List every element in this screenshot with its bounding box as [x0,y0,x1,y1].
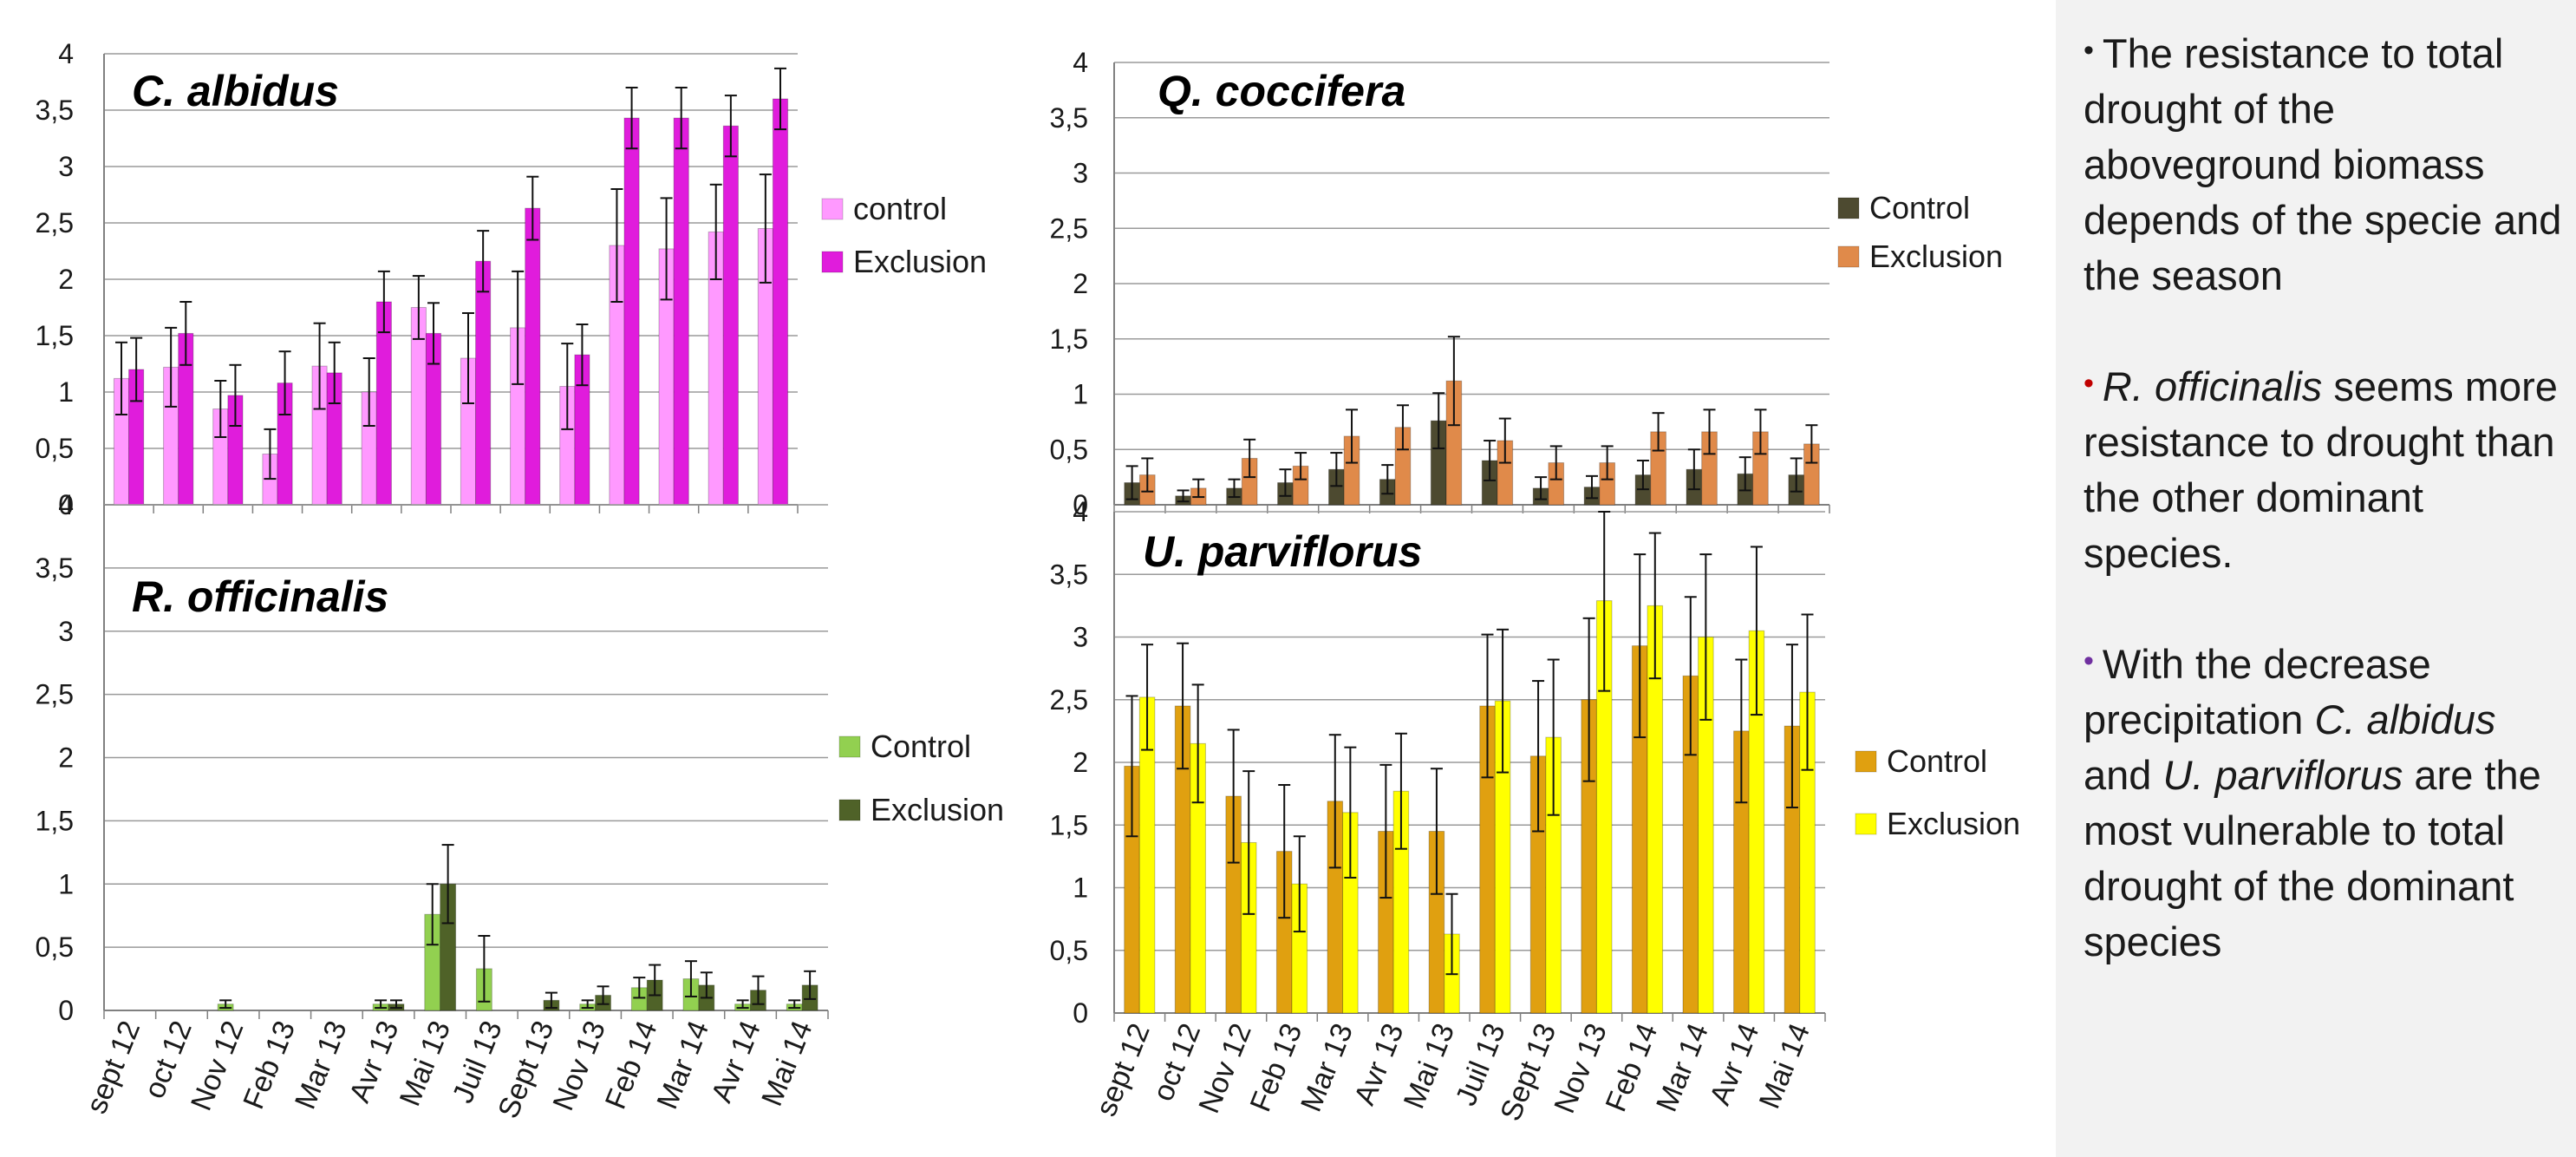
species-name: C. albidus [2314,696,2496,742]
y-tick-label: 1 [1073,379,1088,410]
bullet-text: With the decrease precipitation [2084,641,2431,742]
y-tick-label: 4 [1073,47,1088,78]
species-name: R. officinalis [2102,363,2323,409]
legend-swatch [838,799,861,821]
legend-label: Exclusion [853,244,987,279]
y-tick-label: 0 [58,995,74,1026]
y-tick-label: 0 [1073,997,1088,1029]
summary-panel: • The resistance to total drought of the … [2056,0,2576,1157]
bullet-text: seems more resistance to drought than th… [2084,363,2558,576]
summary-bullet-1: • The resistance to total drought of the … [2084,26,2569,304]
legend-swatch [1837,245,1860,268]
y-tick-label: 2 [1073,268,1088,299]
y-tick-label: 2 [1073,747,1088,778]
y-tick-label: 1,5 [1050,324,1088,355]
y-tick-label: 2,5 [36,679,74,710]
y-tick-label: 1,5 [1050,809,1088,840]
legend-label: Control [1887,743,1987,779]
y-tick-label: 3,5 [1050,102,1088,134]
y-tick-label: 1 [1073,873,1088,904]
y-tick-label: 3,5 [1050,559,1088,590]
legend-swatch [1837,197,1860,219]
legend-swatch [838,735,861,758]
y-tick-label: 3 [1073,158,1088,189]
bullet-dot-icon: • [2084,644,2094,677]
legend-label: control [853,191,947,226]
bullet-text: are the most vulnerable to total drought… [2084,752,2541,964]
bullet-dot-icon: • [2084,367,2094,400]
x-tick-label: sept 12 [1090,1019,1157,1121]
y-tick-label: 4 [58,38,74,69]
legend-label: Exclusion [1869,239,2003,274]
legend-label: Exclusion [871,792,1004,827]
chart-title: U. parviflorus [1143,527,1422,576]
y-tick-label: 0,5 [36,931,74,963]
y-tick-label: 2,5 [36,207,74,239]
chart-panel: 0 0,5 1 1,5 2 2,5 3 3,5 4 C. albidus control Exclus… [36,38,988,520]
bar [525,207,541,506]
y-tick-label: 3 [58,151,74,182]
legend-swatch [821,251,844,273]
chart-title: R. officinalis [132,572,388,621]
bar [673,117,689,506]
y-tick-label: 4 [1073,496,1088,527]
bullet-text: The resistance to total drought of the a… [2084,30,2562,298]
y-tick-label: 1 [58,376,74,408]
chart-title: C. albidus [132,67,339,115]
x-tick-label: sept 12 [80,1016,147,1119]
y-tick-label: 0,5 [1050,434,1088,465]
bar [475,260,492,506]
y-tick-label: 1,5 [36,320,74,351]
y-tick-label: 0 [1073,489,1088,520]
legend-label: Exclusion [1887,806,2020,841]
legend-swatch [1855,750,1877,773]
charts-area: 0 0,5 1 1,5 2 2,5 3 3,5 4 C. albidus control Exclus… [36,38,2021,1126]
y-tick-label: 3 [1073,622,1088,653]
y-tick-label: 0 [58,489,74,520]
chart-title: Q. coccifera [1158,67,1405,115]
y-tick-label: 2,5 [1050,684,1088,716]
summary-bullet-3: • With the decrease precipitation C. albi… [2084,637,2569,970]
summary-bullet-2: • R. officinalis seems more resistance to… [2084,359,2569,581]
legend-label: Control [871,729,971,764]
y-tick-label: 2 [58,742,74,774]
y-tick-label: 2,5 [1050,212,1088,244]
y-tick-label: 0,5 [1050,935,1088,966]
y-tick-label: 4 [58,489,74,520]
species-name: U. parviflorus [2162,752,2403,798]
y-tick-label: 3,5 [36,95,74,126]
y-tick-label: 2 [58,264,74,295]
y-tick-label: 1,5 [36,805,74,836]
bar [772,98,789,506]
y-tick-label: 0,5 [36,433,74,464]
legend-swatch [821,198,844,220]
bar [623,117,640,506]
y-tick-label: 1 [58,868,74,899]
bar [722,125,739,506]
y-tick-label: 3 [58,616,74,647]
bullet-text: and [2084,752,2163,798]
y-tick-label: 3,5 [36,552,74,584]
legend-label: Control [1869,190,1970,226]
chart-panel: 0 0,5 1 1,5 2 2,5 3 3,5 4 Q. coccifera Control Excl… [1050,47,2004,520]
bullet-dot-icon: • [2084,34,2094,67]
legend-swatch [1855,813,1877,835]
